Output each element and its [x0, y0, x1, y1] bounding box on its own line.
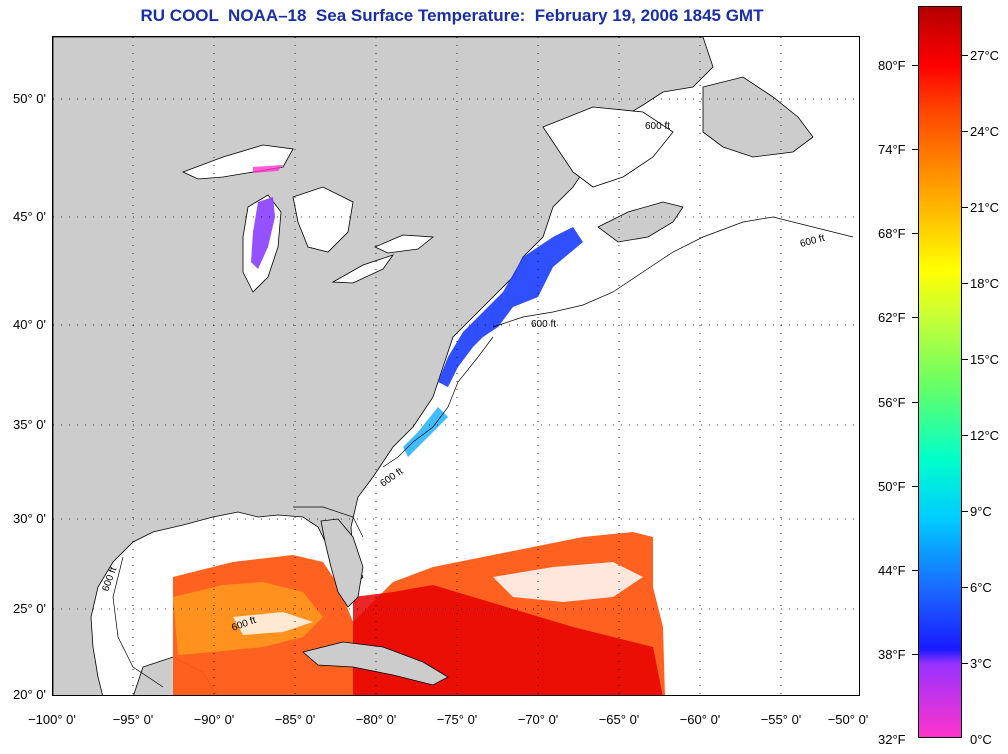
latitude-label: 40° 0' — [13, 317, 46, 332]
colorbar-tick — [962, 55, 968, 56]
lake-superior — [181, 144, 294, 180]
colorbar-celsius-label: 27°C — [970, 48, 1000, 63]
colorbar-tick — [912, 317, 918, 318]
land-nova-scotia — [597, 201, 684, 243]
colorbar-tick — [962, 663, 968, 664]
colorbar-tick — [912, 654, 918, 655]
longitude-label: −60° 0' — [679, 712, 721, 727]
colorbar-fahrenheit-label: 68°F — [878, 226, 906, 241]
longitude-label: −80° 0' — [355, 712, 397, 727]
colorbar-tick — [962, 283, 968, 284]
sst-map[interactable]: 600 ft 600 ft 600 ft 600 ft 600 ft 600 f… — [52, 36, 860, 696]
colorbar-fahrenheit-label: 50°F — [878, 479, 906, 494]
colorbar-celsius-label: 18°C — [970, 276, 1000, 291]
colorbar-celsius-label: 24°C — [970, 124, 1000, 139]
colorbar-tick — [962, 435, 968, 436]
colorbar-celsius-label: 15°C — [970, 352, 1000, 367]
colorbar-fahrenheit-label: 56°F — [878, 395, 906, 410]
colorbar-tick — [912, 486, 918, 487]
colorbar-fahrenheit-label: 44°F — [878, 563, 906, 578]
lake-huron — [292, 186, 354, 253]
isobath-label: 600 ft — [645, 121, 670, 132]
latitude-label: 45° 0' — [13, 209, 46, 224]
colorbar-tick — [912, 402, 918, 403]
isobath-line — [492, 216, 854, 328]
colorbar-celsius-label: 9°C — [970, 504, 992, 519]
lake-erie — [331, 254, 395, 284]
longitude-label: −50° 0' — [827, 712, 869, 727]
longitude-label: −65° 0' — [598, 712, 640, 727]
colorbar-celsius-label: 6°C — [970, 580, 992, 595]
sst-clouds-2 — [233, 612, 313, 635]
colorbar-tick — [962, 511, 968, 512]
longitude-label: −55° 0' — [760, 712, 802, 727]
isobath-label: 600 ft — [378, 466, 405, 489]
colorbar-fahrenheit-label: 32°F — [878, 732, 906, 747]
sst-coastal-northeast — [438, 227, 583, 387]
isobath-label: 600 ft — [531, 319, 556, 330]
colorbar-tick — [962, 207, 968, 208]
colorbar-tick — [962, 359, 968, 360]
colorbar-celsius-label: 3°C — [970, 656, 992, 671]
latitude-label: 50° 0' — [13, 91, 46, 106]
colorbar-fahrenheit-label: 62°F — [878, 310, 906, 325]
colorbar-tick — [962, 587, 968, 588]
colorbar-tick — [962, 131, 968, 132]
temperature-colorbar — [918, 6, 962, 738]
colorbar-celsius-label: 12°C — [970, 428, 1000, 443]
longitude-label: −85° 0' — [274, 712, 316, 727]
lake-ontario — [374, 234, 435, 254]
colorbar-fahrenheit-label: 74°F — [878, 142, 906, 157]
longitude-label: −90° 0' — [193, 712, 235, 727]
isobath-line-gulf — [112, 506, 364, 688]
colorbar-tick — [912, 65, 918, 66]
land-newfoundland — [702, 76, 814, 158]
map-title: RU COOL NOAA–18 Sea Surface Temperature:… — [140, 6, 764, 25]
longitude-label: −95° 0' — [112, 712, 154, 727]
colorbar-tick — [912, 233, 918, 234]
sst-lake-superior — [253, 165, 283, 173]
land-cuba-top — [302, 641, 449, 686]
latitude-label: 35° 0' — [13, 417, 46, 432]
sst-clouds-1 — [493, 562, 643, 602]
gulf-st-lawrence — [542, 106, 674, 188]
latitude-label: 30° 0' — [13, 511, 46, 526]
colorbar-tick — [912, 149, 918, 150]
isobath-label: 600 ft — [799, 233, 826, 250]
colorbar-tick — [912, 570, 918, 571]
map-canvas: 600 ft 600 ft 600 ft 600 ft 600 ft 600 f… — [53, 37, 859, 695]
latitude-label: 20° 0' — [13, 687, 46, 702]
colorbar-fahrenheit-label: 80°F — [878, 58, 906, 73]
longitude-label: −70° 0' — [517, 712, 559, 727]
latitude-label: 25° 0' — [13, 601, 46, 616]
colorbar-celsius-label: 0°C — [970, 732, 992, 747]
longitude-label: −100° 0' — [28, 712, 76, 727]
sst-lake-michigan — [251, 197, 275, 269]
colorbar-celsius-label: 21°C — [970, 200, 1000, 215]
isobath-line-south — [382, 336, 494, 468]
colorbar-fahrenheit-label: 38°F — [878, 647, 906, 662]
land-florida — [320, 518, 364, 608]
longitude-label: −75° 0' — [436, 712, 478, 727]
sst-coastal-carolina — [403, 407, 448, 457]
